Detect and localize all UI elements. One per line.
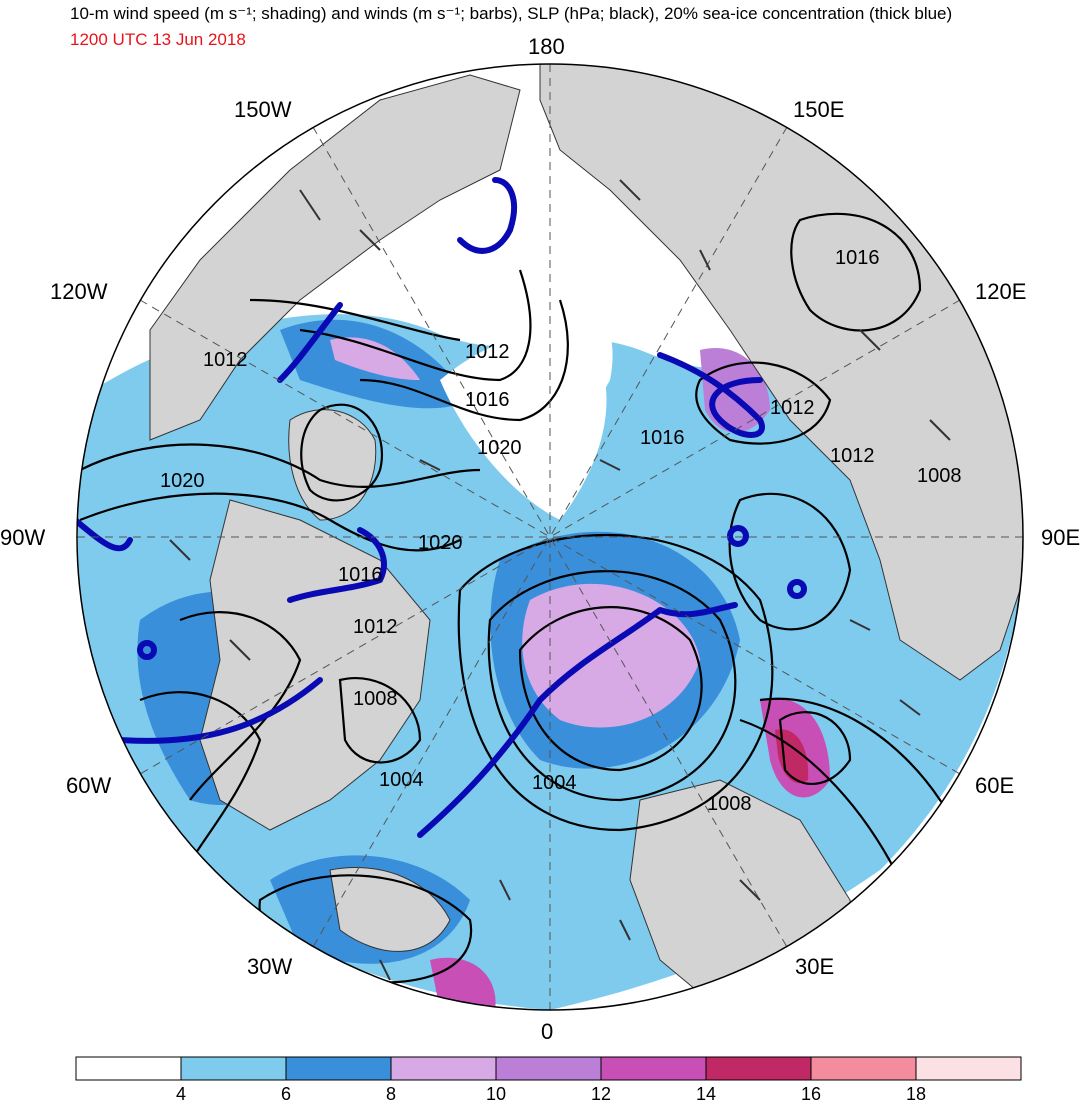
isobar-label: 1020 — [160, 470, 205, 492]
isobar-label: 1008 — [353, 688, 398, 710]
isobar-label: 1008 — [917, 465, 962, 487]
isobar-label: 1020 — [477, 437, 522, 459]
lon-label-180: 180 — [528, 34, 565, 59]
isobar-label: 1008 — [707, 793, 752, 815]
sea-ice-edge — [77, 177, 807, 838]
isobar-label: 1016 — [835, 247, 880, 269]
isobar-labels: 1016 1012 1012 1016 1020 1012 1016 1012 … — [160, 247, 962, 815]
lon-label-0: 0 — [541, 1019, 554, 1044]
lon-label-30e: 30E — [795, 954, 835, 979]
isobar-label: 1012 — [465, 341, 510, 363]
colorbar-bin — [600, 1056, 707, 1081]
valid-time: 1200 UTC 13 Jun 2018 — [70, 30, 246, 49]
isobar-label: 1004 — [532, 772, 577, 794]
colorbar-bin — [915, 1056, 1022, 1081]
colorbar-bin — [390, 1056, 497, 1081]
colorbar-bin — [495, 1056, 602, 1081]
colorbar-bin — [705, 1056, 812, 1081]
lon-label-150w: 150W — [234, 97, 292, 122]
colorbar-bin — [810, 1056, 917, 1081]
colorbar-tick: 10 — [486, 1084, 506, 1104]
map-title: 10-m wind speed (m s⁻¹; shading) and win… — [70, 4, 953, 23]
colorbar-tick: 12 — [591, 1084, 611, 1104]
graticule — [77, 64, 1023, 1010]
isobar-label: 1020 — [418, 532, 463, 554]
isobar-label: 1004 — [379, 769, 424, 791]
isobar-label: 1016 — [465, 389, 510, 411]
colorbar-tick: 4 — [176, 1084, 186, 1104]
colorbar-tick: 6 — [281, 1084, 291, 1104]
isobar-label: 1012 — [353, 616, 398, 638]
colorbar-bin — [180, 1056, 287, 1081]
colorbar — [75, 1056, 1022, 1081]
colorbar-tick: 8 — [386, 1084, 396, 1104]
colorbar-tick: 16 — [801, 1084, 821, 1104]
isobar-label: 1012 — [830, 445, 875, 467]
colorbar-tick: 14 — [696, 1084, 716, 1104]
lon-label-60w: 60W — [66, 773, 112, 798]
colorbar-bin — [285, 1056, 392, 1081]
lon-label-120e: 120E — [975, 279, 1027, 304]
colorbar-ticks: 4 6 8 10 12 14 16 18 — [176, 1084, 926, 1104]
isobar-label: 1012 — [770, 397, 815, 419]
lon-label-150e: 150E — [793, 97, 845, 122]
isobar-label: 1012 — [203, 349, 248, 371]
wind-barbs — [169, 179, 951, 981]
isobar-label: 1016 — [640, 427, 685, 449]
lon-label-90e: 90E — [1041, 525, 1081, 550]
lon-label-90w: 90W — [0, 525, 46, 550]
lon-label-30w: 30W — [247, 954, 293, 979]
colorbar-tick: 18 — [906, 1084, 926, 1104]
map-boundary — [76, 63, 1024, 1011]
lon-label-120w: 120W — [50, 279, 108, 304]
lon-label-60e: 60E — [975, 773, 1015, 798]
isobar-label: 1016 — [338, 564, 383, 586]
colorbar-bin — [75, 1056, 182, 1081]
